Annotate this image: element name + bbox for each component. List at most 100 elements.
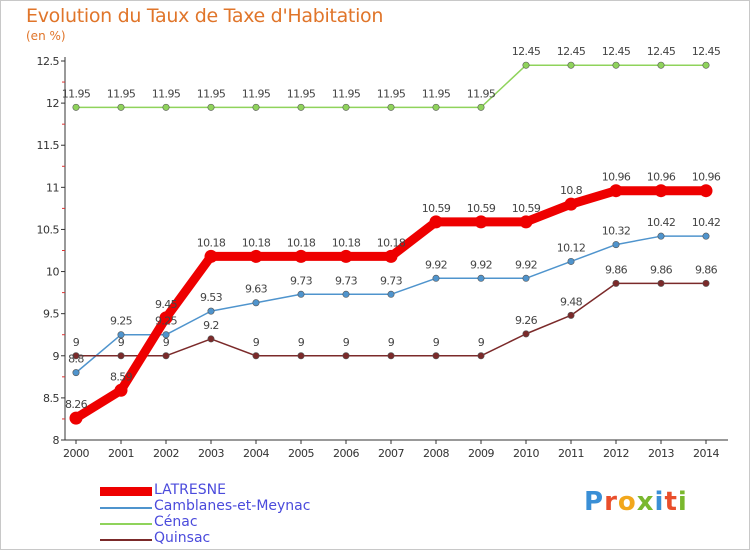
- data-label: 10.32: [602, 225, 631, 238]
- data-point: [384, 249, 398, 263]
- data-point: [339, 249, 353, 263]
- proxiti-logo: Proxiti: [584, 487, 688, 517]
- data-label: 9: [478, 336, 485, 349]
- data-label: 10.96: [647, 171, 676, 184]
- data-point: [432, 103, 440, 111]
- data-point: [702, 232, 710, 240]
- legend-label-latresne: LATRESNE: [154, 482, 226, 498]
- series-line-2: [75, 64, 707, 109]
- data-point: [657, 232, 665, 240]
- legend-swatch-quinsac: [100, 539, 152, 541]
- data-point: [297, 290, 305, 298]
- y-tick-label: 11: [46, 181, 59, 194]
- data-point: [522, 61, 530, 69]
- x-tick-label: 2008: [423, 447, 449, 460]
- data-point: [297, 103, 305, 111]
- data-point: [252, 352, 260, 360]
- y-axis-unit-label: (en %): [26, 29, 66, 43]
- logo-letter: o: [617, 487, 637, 517]
- data-label: 11.95: [242, 87, 271, 100]
- data-point: [657, 61, 665, 69]
- logo-letter: i: [677, 487, 688, 517]
- data-point: [117, 352, 125, 360]
- data-label: 9.86: [695, 263, 718, 276]
- y-tick-label: 12: [46, 97, 59, 110]
- data-point: [432, 352, 440, 360]
- data-label: 9.48: [560, 295, 583, 308]
- legend-label-camblanes: Camblanes-et-Meynac: [154, 498, 311, 514]
- logo-letter: P: [584, 487, 605, 517]
- data-point: [69, 411, 83, 425]
- data-label: 10.18: [377, 236, 406, 249]
- logo-letter: t: [664, 487, 678, 517]
- data-label: 9.63: [245, 283, 268, 296]
- data-point: [609, 184, 623, 198]
- data-point: [294, 249, 308, 263]
- data-point: [567, 311, 575, 319]
- data-label: 11.95: [107, 87, 136, 100]
- y-tick-label: 8: [53, 434, 60, 447]
- data-label: 9: [118, 336, 125, 349]
- logo-letter: x: [636, 487, 655, 517]
- data-point: [72, 103, 80, 111]
- data-label: 10.18: [242, 236, 271, 249]
- data-label: 12.45: [557, 45, 586, 58]
- data-label: 11.95: [422, 87, 451, 100]
- data-point: [474, 215, 488, 229]
- data-point: [429, 215, 443, 229]
- data-point: [207, 307, 215, 315]
- data-label: 10.96: [602, 171, 631, 184]
- x-tick-label: 2005: [288, 447, 314, 460]
- data-point: [72, 352, 80, 360]
- y-tick-label: 8.5: [43, 392, 59, 405]
- chart-title: Evolution du Taux de Taxe d'Habitation: [26, 5, 384, 27]
- data-point: [252, 299, 260, 307]
- data-label: 10.18: [287, 236, 316, 249]
- x-tick-label: 2004: [243, 447, 269, 460]
- data-point: [249, 249, 263, 263]
- data-label: 9.26: [515, 314, 538, 327]
- x-tick-label: 2013: [648, 447, 674, 460]
- data-point: [162, 352, 170, 360]
- data-label: 9: [163, 336, 170, 349]
- data-label: 10.42: [647, 216, 676, 229]
- data-point: [342, 352, 350, 360]
- data-label: 9.92: [425, 258, 447, 271]
- data-label: 12.45: [692, 45, 721, 58]
- data-point: [387, 352, 395, 360]
- data-point: [207, 335, 215, 343]
- legend-label-quinsac: Quinsac: [154, 530, 211, 546]
- x-tick-label: 2007: [378, 447, 404, 460]
- data-label: 10.12: [557, 241, 586, 254]
- data-label: 9: [388, 336, 395, 349]
- data-label: 10.42: [692, 216, 721, 229]
- data-label: 8.59: [110, 370, 133, 383]
- data-label: 11.95: [152, 87, 181, 100]
- data-point: [519, 215, 533, 229]
- data-point: [567, 61, 575, 69]
- y-tick-label: 9: [53, 350, 60, 363]
- data-point: [159, 311, 173, 325]
- legend-swatch-camblanes: [100, 507, 152, 509]
- data-label: 9.92: [470, 258, 492, 271]
- data-point: [342, 103, 350, 111]
- data-label: 10.96: [692, 171, 721, 184]
- data-label: 8.26: [65, 398, 88, 411]
- data-label: 10.18: [332, 236, 361, 249]
- data-label: 10.8: [560, 184, 583, 197]
- data-point: [387, 103, 395, 111]
- data-label: 12.45: [647, 45, 676, 58]
- x-tick-label: 2006: [333, 447, 359, 460]
- data-label: 8.8: [68, 353, 84, 366]
- y-tick-label: 10.5: [37, 223, 60, 236]
- y-tick-label: 11.5: [37, 139, 60, 152]
- y-tick-label: 10: [46, 266, 59, 279]
- data-label: 9: [433, 336, 440, 349]
- data-point: [699, 184, 713, 198]
- data-label: 9.92: [515, 258, 537, 271]
- data-point: [387, 290, 395, 298]
- y-tick-label: 12.5: [37, 55, 60, 68]
- data-label: 9.73: [380, 274, 403, 287]
- data-point: [117, 331, 125, 339]
